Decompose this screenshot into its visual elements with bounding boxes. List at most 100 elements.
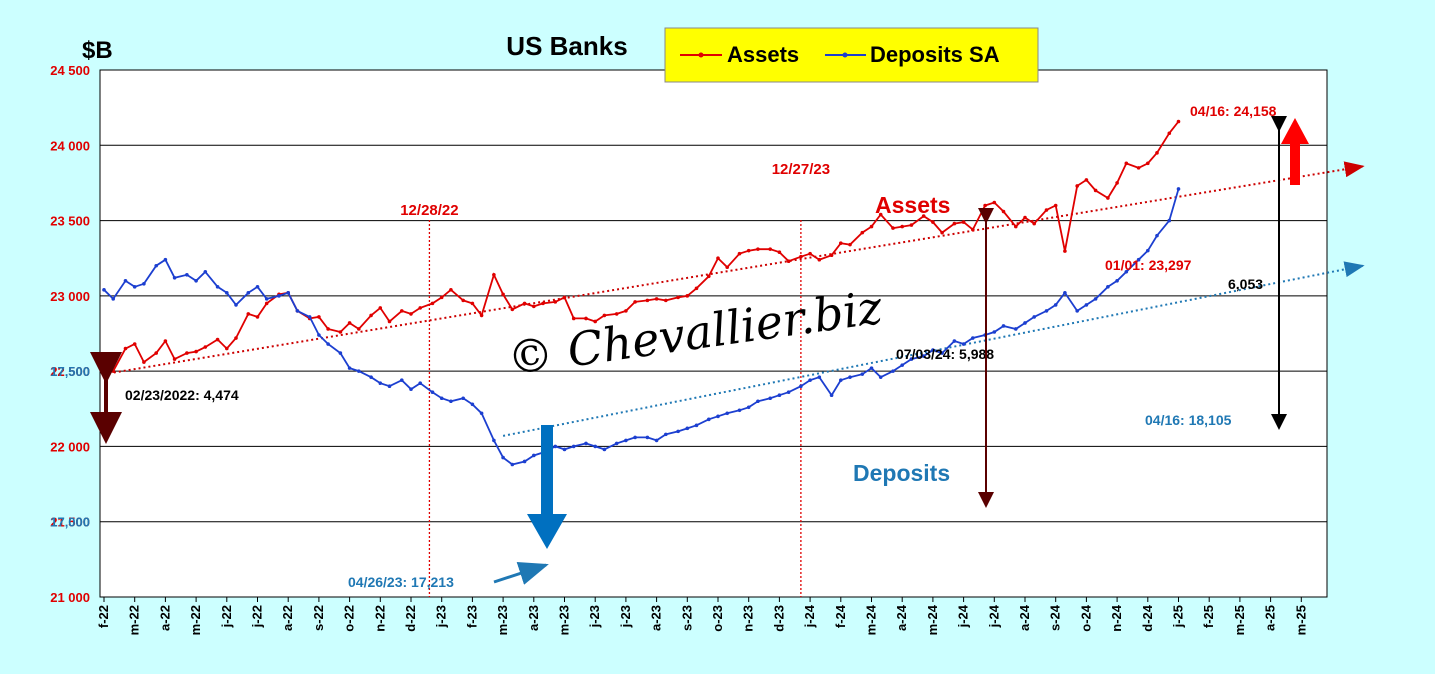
y-axis-right: 17,500 17,000 <box>50 364 90 530</box>
data-point <box>132 342 137 346</box>
x-tick-label: a-22 <box>157 605 172 631</box>
x-tick-label: d-24 <box>1140 604 1155 632</box>
data-point <box>909 357 914 361</box>
x-tick-label: o-24 <box>1078 604 1093 632</box>
data-point <box>1013 327 1018 331</box>
x-tick-label: f-22 <box>96 605 111 628</box>
x-tick-label: a-25 <box>1263 605 1278 631</box>
data-point <box>817 257 822 262</box>
data-point <box>746 248 751 253</box>
legend: Assets Deposits SA <box>664 27 1039 83</box>
data-point <box>839 378 843 382</box>
data-point <box>399 309 404 313</box>
data-point <box>1023 321 1027 325</box>
data-point <box>1063 249 1067 253</box>
data-point <box>1084 178 1089 182</box>
data-point <box>756 247 760 251</box>
data-point <box>132 285 137 289</box>
data-point <box>194 279 198 283</box>
annotation-gap-2022: 02/23/2022: 4,474 <box>125 387 239 403</box>
x-tick-label: m-25 <box>1293 605 1308 635</box>
data-point <box>142 282 146 286</box>
data-point <box>317 333 321 337</box>
data-point <box>378 306 383 310</box>
data-point <box>347 366 352 370</box>
data-point <box>756 399 760 404</box>
data-point <box>602 447 607 452</box>
y-axis-label: $B <box>82 37 113 64</box>
data-point <box>1044 208 1049 212</box>
data-point <box>215 285 220 289</box>
data-point <box>387 384 392 389</box>
data-point <box>593 444 597 449</box>
data-point <box>891 226 895 230</box>
data-point <box>571 316 576 321</box>
data-point <box>1124 269 1129 274</box>
up-arrow <box>1281 118 1309 185</box>
data-point <box>492 438 496 443</box>
data-point <box>307 315 312 319</box>
data-point <box>449 399 453 404</box>
x-tick-label: o-23 <box>710 605 725 632</box>
data-point <box>654 297 659 301</box>
data-point <box>633 435 637 440</box>
trendlines <box>103 161 1365 437</box>
x-tick-label: d-23 <box>771 605 786 632</box>
data-point <box>553 300 558 304</box>
data-point <box>584 316 588 321</box>
y-tick-left: 22 000 <box>50 439 90 454</box>
data-point <box>172 357 177 361</box>
data-point <box>961 342 966 346</box>
chart-title: US Banks <box>506 31 627 61</box>
data-point <box>633 300 637 304</box>
data-point <box>584 441 588 446</box>
data-point <box>1146 248 1150 253</box>
x-tick-label: j-23 <box>434 605 449 628</box>
data-point <box>1032 315 1037 319</box>
data-point <box>449 288 453 292</box>
data-point <box>479 313 484 318</box>
data-point <box>777 250 782 254</box>
data-point <box>777 393 782 398</box>
data-point <box>510 307 515 312</box>
data-point <box>387 319 392 324</box>
data-point <box>737 251 742 256</box>
data-point <box>225 291 229 295</box>
data-point <box>347 321 352 325</box>
x-tick-label: m-22 <box>188 605 203 635</box>
data-point <box>1155 233 1159 238</box>
data-point <box>439 295 444 300</box>
legend-entry-assets: Assets <box>727 42 799 67</box>
data-point <box>694 423 699 428</box>
data-point <box>940 230 944 235</box>
data-point <box>1032 221 1037 226</box>
x-tick-label: j-25 <box>1171 605 1186 628</box>
data-point <box>654 438 659 443</box>
data-point <box>215 337 220 342</box>
vline-label: 12/28/22 <box>400 202 458 219</box>
vertical-markers: 12/28/22 12/27/23 <box>400 161 830 597</box>
data-point <box>369 375 373 379</box>
x-tick-label: j-24 <box>802 604 817 628</box>
data-point <box>225 346 229 351</box>
data-point <box>264 301 269 306</box>
x-tick-label: a-24 <box>894 604 909 631</box>
data-point <box>848 375 852 379</box>
assets-series-label: Assets <box>875 192 950 218</box>
data-point <box>102 372 106 376</box>
data-point <box>418 306 423 310</box>
x-tick-label: j-22 <box>219 605 234 628</box>
data-point <box>716 256 720 261</box>
y-tick-left: 23 500 <box>50 214 90 229</box>
y-axis-left: 24 500 24 000 23 500 23 000 22 500 22 000 21 5… <box>50 63 90 605</box>
data-point <box>142 360 146 364</box>
data-point <box>685 426 690 431</box>
x-tick-label: s-23 <box>679 605 694 631</box>
data-point <box>1106 285 1110 289</box>
vline-label: 12/27/23 <box>772 161 830 178</box>
annotation-gap-2025: 6,053 <box>1228 276 1263 292</box>
data-point <box>154 263 158 268</box>
data-point <box>234 303 238 307</box>
data-point <box>418 381 423 385</box>
data-point <box>931 348 935 352</box>
